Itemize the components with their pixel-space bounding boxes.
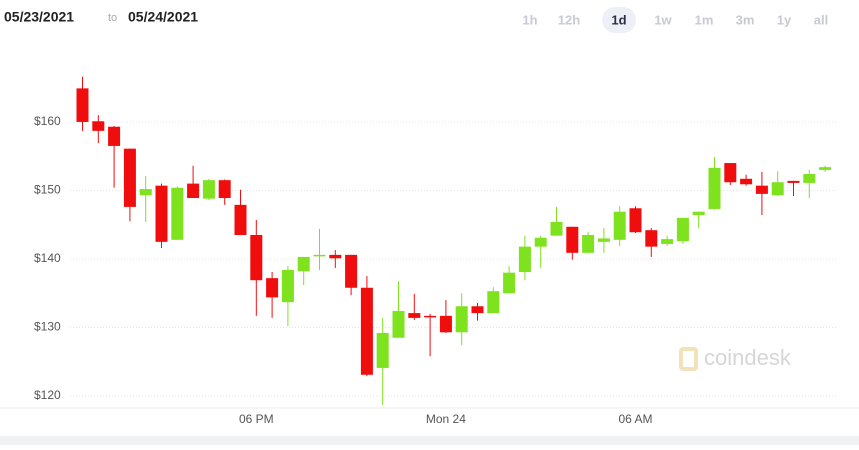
candle-body: [629, 208, 642, 233]
candle-body: [108, 126, 121, 146]
candle-body: [787, 180, 800, 183]
candle-body: [92, 121, 105, 131]
x-tick-label: Mon 24: [426, 412, 466, 426]
range-button[interactable]: 12h: [558, 12, 580, 27]
candle-body: [376, 332, 389, 368]
x-tick-label: 06 AM: [618, 412, 652, 426]
candle-body: [76, 88, 89, 122]
candle-body: [297, 256, 310, 272]
candle-body: [724, 163, 737, 183]
date-until: 05/24/2021: [128, 9, 198, 25]
candle-body: [455, 306, 468, 333]
candle-body: [329, 254, 342, 259]
candle-body: [566, 226, 579, 253]
watermark-logo: [679, 347, 698, 371]
range-button[interactable]: 1d: [611, 12, 626, 27]
candle-body: [582, 234, 595, 253]
range-button[interactable]: all: [814, 12, 828, 27]
candle-body: [692, 211, 705, 216]
range-button-bg: [602, 7, 636, 33]
candle-body: [171, 187, 184, 240]
candle-body: [250, 234, 263, 281]
candle-body: [234, 204, 247, 235]
candle-body: [439, 315, 452, 333]
range-button[interactable]: 1m: [695, 12, 714, 27]
y-tick-label: $130: [34, 320, 61, 334]
y-tick-label: $120: [34, 388, 61, 402]
candle-body: [139, 189, 152, 196]
candle-body: [281, 269, 294, 303]
range-button[interactable]: 1h: [522, 12, 537, 27]
candle-body: [755, 185, 768, 194]
candle-body: [597, 238, 610, 242]
bottom-bar: [0, 436, 859, 445]
candle-body: [518, 246, 531, 272]
candle-body: [819, 167, 832, 170]
candle-body: [645, 230, 658, 247]
candle-body: [218, 180, 231, 198]
candle-body: [708, 167, 721, 209]
y-tick-label: $140: [34, 251, 61, 265]
range-button[interactable]: 1w: [654, 12, 672, 27]
candle-body: [408, 313, 421, 318]
candle-body: [661, 239, 674, 244]
candle-body: [313, 254, 326, 257]
candle-body: [613, 211, 626, 240]
candle-body: [487, 291, 500, 314]
candle-body: [424, 315, 437, 318]
candle-body: [392, 311, 405, 338]
candle-body: [740, 178, 753, 185]
date-from: 05/23/2021: [4, 9, 74, 25]
x-tick-label: 06 PM: [239, 412, 274, 426]
candle-body: [471, 306, 484, 314]
y-tick-label: $160: [34, 114, 61, 128]
candle-body: [360, 287, 373, 375]
range-button[interactable]: 1y: [777, 12, 792, 27]
candle-body: [345, 254, 358, 288]
range-button[interactable]: 3m: [736, 12, 755, 27]
watermark-text: coindesk: [704, 345, 792, 370]
candle-body: [534, 237, 547, 247]
candle-body: [187, 183, 200, 198]
candle-body: [123, 148, 136, 207]
candle-body: [676, 217, 689, 242]
candle-body: [771, 182, 784, 196]
watermark: coindesk: [679, 345, 792, 371]
candle-body: [803, 174, 816, 183]
candle-body: [266, 278, 279, 298]
candle-body: [155, 185, 168, 242]
candle-body: [503, 272, 516, 294]
candle-body: [202, 180, 215, 199]
date-separator: to: [108, 12, 117, 24]
y-tick-label: $150: [34, 183, 61, 197]
candle-body: [550, 221, 563, 236]
